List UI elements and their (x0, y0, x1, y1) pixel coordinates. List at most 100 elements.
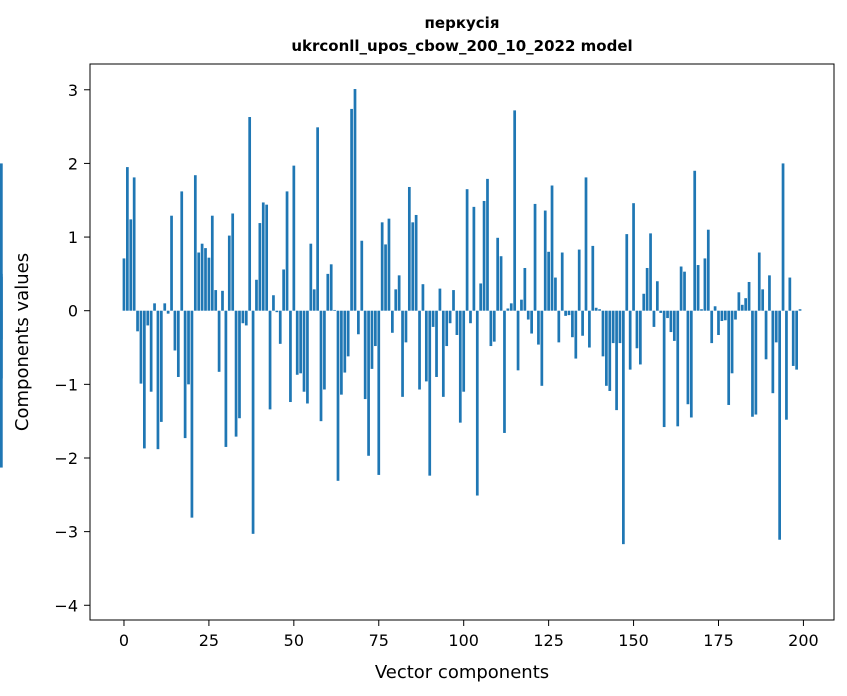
bar-129 (560, 252, 564, 311)
bar-199 (798, 309, 802, 311)
bar-2 (129, 219, 133, 311)
bar-18 (183, 310, 187, 439)
bar-105 (479, 283, 483, 311)
bar-181 (737, 292, 741, 311)
x-tick-label: 50 (284, 631, 304, 650)
bar-182 (740, 304, 744, 311)
bar-185 (751, 310, 754, 417)
x-tick-label: 25 (199, 631, 219, 650)
bar-139 (594, 307, 598, 311)
bar-192 (774, 310, 778, 343)
bar-171 (703, 258, 707, 311)
bar-153 (642, 293, 646, 311)
bar-97 (452, 290, 455, 311)
bar-144 (611, 310, 615, 344)
bar-109 (492, 310, 496, 342)
bar-62 (333, 309, 336, 311)
chart-subtitle: ukrconll_upos_cbow_200_10_2022 model (291, 37, 632, 55)
bar-32 (231, 213, 235, 311)
bar-161 (669, 310, 673, 333)
bar-170 (700, 309, 703, 311)
bar-40 (258, 223, 262, 311)
bar-145 (615, 310, 618, 411)
bar-169 (696, 265, 700, 311)
bar-83 (404, 310, 408, 343)
bar-95 (445, 310, 449, 347)
bar-77 (384, 244, 387, 311)
bar-70 (360, 240, 364, 311)
bar-178 (727, 310, 731, 405)
bar-112 (503, 310, 506, 433)
bar-55 (309, 243, 313, 311)
bar-undefined (0, 310, 3, 468)
bar-133 (574, 310, 578, 359)
bar-184 (747, 281, 751, 311)
x-tick-label: 200 (788, 631, 819, 650)
bar-147 (622, 310, 625, 545)
bar-59 (323, 310, 326, 390)
bar-167 (689, 310, 693, 418)
bar-undefined (0, 310, 3, 379)
bar-114 (509, 303, 513, 311)
bar-67 (350, 108, 353, 311)
bar-164 (679, 266, 683, 311)
bar-0 (122, 258, 126, 311)
bar-176 (720, 310, 724, 322)
bar-33 (234, 310, 238, 437)
bar-43 (268, 310, 272, 410)
x-tick-label: 175 (703, 631, 734, 650)
bar-94 (441, 310, 445, 397)
bar-172 (706, 229, 710, 311)
bar-38 (251, 310, 255, 534)
bar-74 (374, 310, 377, 347)
bar-168 (693, 170, 697, 311)
bar-41 (261, 202, 265, 311)
bar-189 (764, 310, 768, 360)
bar-150 (632, 203, 635, 311)
bar-22 (197, 252, 201, 311)
x-tick-label: 125 (533, 631, 564, 650)
bar-undefined (0, 163, 3, 311)
bar-159 (662, 310, 666, 428)
bar-87 (418, 310, 421, 390)
x-tick-label: 100 (448, 631, 479, 650)
bar-140 (598, 309, 601, 311)
bar-107 (486, 178, 489, 311)
bar-86 (414, 214, 418, 311)
bar-45 (275, 310, 279, 313)
bar-135 (581, 310, 584, 336)
bar-24 (204, 248, 207, 311)
bar-7 (146, 310, 150, 326)
bar-122 (537, 310, 540, 345)
x-axis-label: Vector components (375, 662, 549, 683)
bar-25 (207, 257, 211, 311)
bar-36 (244, 310, 248, 326)
bar-141 (601, 310, 605, 357)
bar-11 (159, 310, 163, 422)
bar-92 (435, 310, 438, 377)
bar-8 (149, 310, 153, 392)
bar-57 (316, 127, 319, 311)
bar-58 (319, 310, 323, 422)
bar-82 (401, 310, 404, 397)
bar-187 (757, 252, 761, 311)
bar-128 (557, 310, 561, 343)
bar-90 (428, 310, 432, 476)
bar-71 (363, 310, 367, 400)
bar-52 (299, 310, 302, 374)
bar-101 (465, 189, 469, 311)
bar-148 (625, 234, 629, 311)
bar-173 (710, 310, 714, 344)
bar-65 (343, 310, 347, 373)
x-tick-label: 150 (618, 631, 649, 650)
bar-9 (153, 303, 156, 311)
bar-84 (407, 186, 411, 311)
bar-76 (380, 222, 384, 311)
bar-13 (166, 310, 170, 314)
bar-88 (421, 284, 425, 311)
bar-27 (214, 290, 218, 311)
bar-78 (387, 218, 391, 311)
bar-96 (448, 310, 452, 324)
bars-group (0, 89, 802, 545)
y-tick-label: −2 (54, 449, 78, 468)
